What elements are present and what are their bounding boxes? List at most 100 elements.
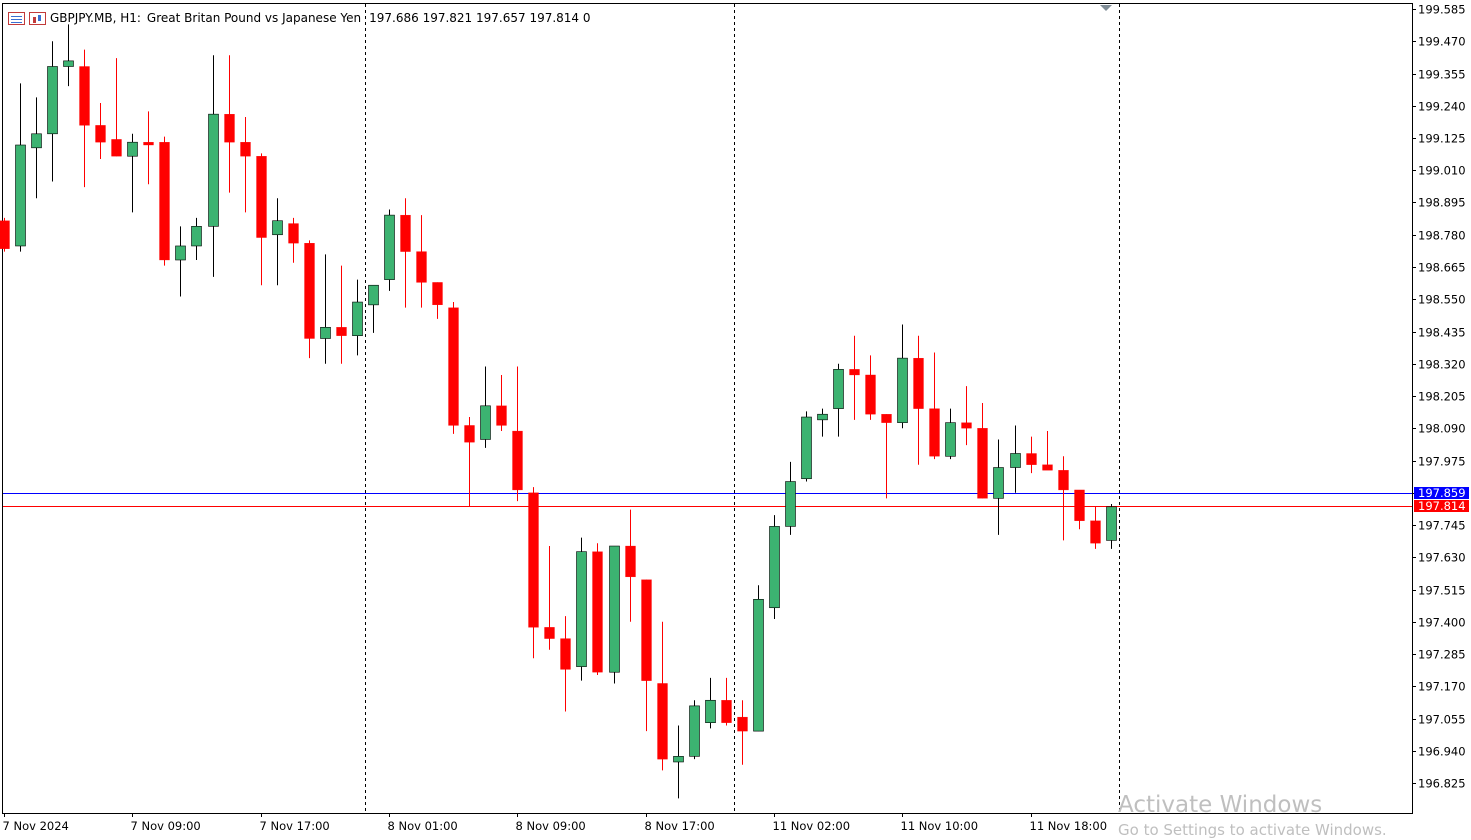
candle[interactable] [95,102,106,160]
candle[interactable] [1090,506,1101,549]
candle[interactable] [641,579,652,732]
candle[interactable] [1106,503,1117,549]
candle[interactable] [897,324,908,429]
candle-body-bear [79,66,90,126]
candle[interactable] [384,209,395,291]
candle[interactable] [673,725,684,799]
candle[interactable] [368,284,379,333]
candle-body-bear [929,408,940,457]
candle[interactable] [721,677,732,726]
candle[interactable] [1026,436,1037,474]
candle[interactable] [15,83,26,252]
candle[interactable] [785,461,796,535]
candle-body-bull [753,599,764,732]
candle[interactable] [1058,456,1069,541]
candle[interactable] [705,677,716,729]
candle-body-bear [865,374,876,415]
candle[interactable] [945,408,956,460]
candle[interactable] [737,700,748,765]
candle-body-bear [721,700,732,723]
candle[interactable] [865,355,876,420]
candle[interactable] [801,411,812,482]
candle[interactable] [416,215,427,308]
candle[interactable] [560,616,571,712]
candle[interactable] [961,386,972,446]
candle-body-bear [336,327,347,336]
candle[interactable] [224,55,235,193]
candle-body-bear [961,422,972,429]
candle[interactable] [993,439,1004,535]
candle[interactable] [1010,425,1021,493]
candle[interactable] [0,217,10,252]
candle[interactable] [689,700,700,760]
candle[interactable] [272,198,283,286]
quote-list-icon[interactable] [8,11,25,25]
candle[interactable] [769,515,780,619]
candle[interactable] [496,374,507,432]
candle-body-bear [288,223,299,244]
candle[interactable] [31,97,42,199]
chart-bars-icon[interactable] [29,11,46,25]
candle-body-bear [400,214,411,252]
candle[interactable] [127,133,138,213]
candle[interactable] [1042,431,1053,471]
candle[interactable] [448,302,459,434]
candle[interactable] [849,335,860,420]
candle-body-bear [977,428,988,499]
candle-body-bull [63,60,74,67]
candle-body-bear [1042,464,1053,471]
candle[interactable] [175,226,186,297]
candle[interactable] [191,217,202,260]
candle[interactable] [528,487,539,659]
candle[interactable] [143,111,154,185]
candle[interactable] [208,55,219,277]
candle[interactable] [480,366,491,448]
candle[interactable] [512,366,523,502]
candle[interactable] [63,24,74,87]
candle[interactable] [304,240,315,359]
candle-body-bear [256,156,267,238]
candle-body-bull [689,705,700,757]
candle[interactable] [1074,489,1085,530]
candle[interactable] [753,585,764,732]
candle[interactable] [609,545,620,684]
shift-marker-icon[interactable] [1100,5,1112,11]
candle[interactable] [432,282,443,319]
candle[interactable] [977,403,988,499]
bid-price-label-bg [1414,500,1469,512]
candle[interactable] [47,41,58,182]
candle[interactable] [111,58,122,157]
candle-body-bear [159,142,170,261]
candle[interactable] [240,116,251,213]
candle[interactable] [929,352,940,460]
candle[interactable] [288,217,299,263]
candle[interactable] [320,254,331,364]
candle[interactable] [159,136,170,266]
ask-price-label-text: 197.859 [1418,486,1466,500]
candle-body-bear [913,357,924,409]
chart-header: GBPJPY.MB, H1: Great Britan Pound vs Jap… [8,10,591,26]
candle-body-bear [657,683,668,760]
candle-body-bear [111,139,122,157]
candle[interactable] [544,546,555,650]
candle-body-bear [1074,489,1085,521]
time-tick-label: 7 Nov 2024 [3,819,69,833]
candle[interactable] [79,49,90,188]
candle[interactable] [817,408,828,437]
price-tick-label: 198.665 [1418,261,1466,275]
candle[interactable] [913,335,924,465]
candle[interactable] [464,417,475,507]
candle[interactable] [576,537,587,681]
price-tick-label: 199.355 [1418,68,1466,82]
candle[interactable] [657,621,668,771]
candle[interactable] [625,509,636,622]
candle[interactable] [336,265,347,364]
plot-area[interactable] [2,3,1413,814]
candle[interactable] [592,543,603,676]
candle[interactable] [833,363,844,437]
candle[interactable] [400,198,411,308]
candle[interactable] [881,414,892,499]
candle[interactable] [352,279,363,356]
candle[interactable] [256,153,267,286]
